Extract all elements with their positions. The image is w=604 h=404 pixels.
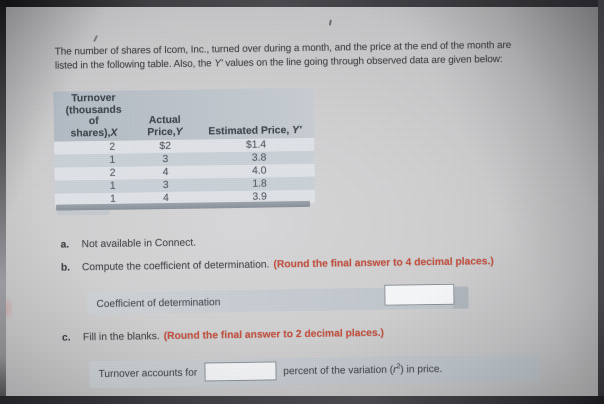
cell-turnover: 1: [109, 180, 116, 192]
fill-blank-prefix: Turnover accounts for: [98, 367, 198, 381]
cell-turnover: 2: [109, 141, 116, 153]
coefficient-answer-row: Coefficient of determination: [86, 283, 469, 315]
cell-actual-price: $2: [159, 140, 172, 153]
rounding-note-c: (Round the final answer to 2 decimal pla…: [163, 327, 385, 343]
y-prime-symbol: Y': [292, 124, 302, 136]
col-header-turnover: Turnover (thousands of shares),X: [65, 92, 122, 139]
question-a: a. Not available in Connect.: [61, 238, 197, 251]
coefficient-label: Coefficient of determination: [96, 297, 221, 311]
cell-actual-price: 3: [162, 179, 169, 192]
coefficient-input[interactable]: [384, 283, 455, 306]
question-b-text: Compute the coefficient of determination…: [81, 259, 270, 274]
y-symbol: Y: [175, 126, 183, 138]
cell-actual-price: 4: [162, 166, 169, 179]
x-symbol: X: [110, 127, 118, 139]
intro-paragraph: The number of shares of Icom, Inc., turn…: [55, 37, 604, 72]
table-header-row: Turnover (thousands of shares),X Actual …: [53, 87, 315, 142]
percent-input[interactable]: [204, 361, 277, 382]
question-a-text: Not available in Connect.: [81, 237, 197, 251]
col-header-estimated-price: Estimated Price, Y': [208, 124, 302, 137]
question-b-label: b.: [60, 262, 71, 274]
question-a-label: a.: [60, 239, 70, 251]
col-header-actual-price: Actual Price,Y: [147, 114, 183, 138]
fill-blank-answer-row: Turnover accounts for percent of the var…: [89, 354, 540, 389]
y-prime-symbol: Y': [214, 57, 223, 69]
rounding-note-b: (Round the final answer to 4 decimal pla…: [273, 256, 494, 271]
reflection-smudge: [0, 298, 13, 319]
question-c: c. Fill in the blanks. (Round the final an…: [62, 328, 384, 344]
question-c-label: c.: [61, 332, 71, 344]
table-scrollbar-thumb[interactable]: [57, 209, 110, 216]
question-b: b. Compute the coefficient of determinati…: [61, 256, 494, 273]
dust-mark: [93, 34, 99, 43]
answer-bar-tail: [453, 286, 469, 309]
question-c-text: Fill in the blanks.: [82, 331, 160, 344]
data-table: Turnover (thousands of shares),X Actual …: [53, 87, 316, 207]
cell-actual-price: 3: [162, 153, 169, 166]
dust-mark: [328, 19, 332, 26]
cell-turnover: 2: [109, 167, 116, 179]
fill-blank-suffix: percent of the variation (r2) in price.: [283, 363, 443, 378]
cell-turnover: 1: [109, 154, 116, 166]
